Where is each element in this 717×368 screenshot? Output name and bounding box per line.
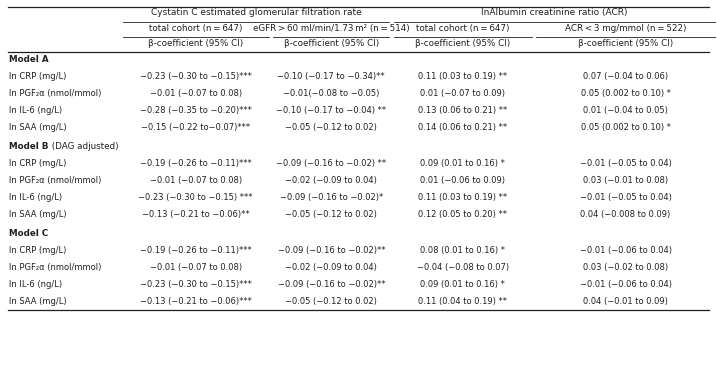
Text: ln CRP (mg/L): ln CRP (mg/L) bbox=[9, 159, 66, 168]
Text: −0.05 (−0.12 to 0.02): −0.05 (−0.12 to 0.02) bbox=[285, 210, 377, 219]
Text: ln PGF₂α (nmol/mmol): ln PGF₂α (nmol/mmol) bbox=[9, 176, 101, 185]
Text: lnAlbumin creatinine ratio (ACR): lnAlbumin creatinine ratio (ACR) bbox=[481, 8, 627, 17]
Text: −0.01 (−0.06 to 0.04): −0.01 (−0.06 to 0.04) bbox=[579, 280, 672, 289]
Text: total cohort (n = 647): total cohort (n = 647) bbox=[149, 24, 242, 33]
Text: 0.01 (−0.07 to 0.09): 0.01 (−0.07 to 0.09) bbox=[420, 89, 505, 98]
Text: −0.23 (−0.30 to −0.15)***: −0.23 (−0.30 to −0.15)*** bbox=[140, 280, 252, 289]
Text: 0.11 (0.03 to 0.19) **: 0.11 (0.03 to 0.19) ** bbox=[418, 72, 508, 81]
Text: ln PGF₂α (nmol/mmol): ln PGF₂α (nmol/mmol) bbox=[9, 263, 101, 272]
Text: −0.10 (−0.17 to −0.04) **: −0.10 (−0.17 to −0.04) ** bbox=[276, 106, 386, 115]
Text: −0.19 (−0.26 to −0.11)***: −0.19 (−0.26 to −0.11)*** bbox=[140, 246, 252, 255]
Text: β-coefficient (95% CI): β-coefficient (95% CI) bbox=[284, 39, 379, 48]
Text: β-coefficient (95% CI): β-coefficient (95% CI) bbox=[148, 39, 243, 48]
Text: 0.08 (0.01 to 0.16) *: 0.08 (0.01 to 0.16) * bbox=[420, 246, 505, 255]
Text: −0.01 (−0.07 to 0.08): −0.01 (−0.07 to 0.08) bbox=[150, 89, 242, 98]
Text: −0.10 (−0.17 to −0.34)**: −0.10 (−0.17 to −0.34)** bbox=[277, 72, 385, 81]
Text: −0.23 (−0.30 to −0.15)***: −0.23 (−0.30 to −0.15)*** bbox=[140, 72, 252, 81]
Text: ln CRP (mg/L): ln CRP (mg/L) bbox=[9, 72, 66, 81]
Text: 0.13 (0.06 to 0.21) **: 0.13 (0.06 to 0.21) ** bbox=[418, 106, 508, 115]
Text: −0.01 (−0.07 to 0.08): −0.01 (−0.07 to 0.08) bbox=[150, 263, 242, 272]
Text: eGFR > 60 ml/min/1.73 m² (n = 514): eGFR > 60 ml/min/1.73 m² (n = 514) bbox=[253, 24, 409, 33]
Text: 0.05 (0.002 to 0.10) *: 0.05 (0.002 to 0.10) * bbox=[581, 123, 670, 132]
Text: −0.01 (−0.06 to 0.04): −0.01 (−0.06 to 0.04) bbox=[579, 246, 672, 255]
Text: −0.09 (−0.16 to −0.02)*: −0.09 (−0.16 to −0.02)* bbox=[280, 193, 383, 202]
Text: −0.09 (−0.16 to −0.02)**: −0.09 (−0.16 to −0.02)** bbox=[277, 246, 385, 255]
Text: total cohort (n = 647): total cohort (n = 647) bbox=[416, 24, 510, 33]
Text: ln PGF₂α (nmol/mmol): ln PGF₂α (nmol/mmol) bbox=[9, 89, 101, 98]
Text: ACR < 3 mg/mmol (n = 522): ACR < 3 mg/mmol (n = 522) bbox=[565, 24, 686, 33]
Text: ln CRP (mg/L): ln CRP (mg/L) bbox=[9, 246, 66, 255]
Text: −0.01 (−0.05 to 0.04): −0.01 (−0.05 to 0.04) bbox=[579, 193, 672, 202]
Text: 0.11 (0.04 to 0.19) **: 0.11 (0.04 to 0.19) ** bbox=[418, 297, 508, 306]
Text: 0.03 (−0.02 to 0.08): 0.03 (−0.02 to 0.08) bbox=[583, 263, 668, 272]
Text: Model C: Model C bbox=[9, 229, 48, 238]
Text: ln SAA (mg/L): ln SAA (mg/L) bbox=[9, 123, 66, 132]
Text: 0.09 (0.01 to 0.16) *: 0.09 (0.01 to 0.16) * bbox=[420, 280, 505, 289]
Text: −0.15 (−0.22 to−0.07)***: −0.15 (−0.22 to−0.07)*** bbox=[141, 123, 250, 132]
Text: −0.19 (−0.26 to −0.11)***: −0.19 (−0.26 to −0.11)*** bbox=[140, 159, 252, 168]
Text: 0.12 (0.05 to 0.20) **: 0.12 (0.05 to 0.20) ** bbox=[418, 210, 508, 219]
Text: β-coefficient (95% CI): β-coefficient (95% CI) bbox=[415, 39, 511, 48]
Text: 0.01 (−0.06 to 0.09): 0.01 (−0.06 to 0.09) bbox=[420, 176, 505, 185]
Text: 0.05 (0.002 to 0.10) *: 0.05 (0.002 to 0.10) * bbox=[581, 89, 670, 98]
Text: ln IL-6 (ng/L): ln IL-6 (ng/L) bbox=[9, 193, 62, 202]
Text: Cystatin C estimated glomerular filtration rate: Cystatin C estimated glomerular filtrati… bbox=[151, 8, 361, 17]
Text: −0.28 (−0.35 to −0.20)***: −0.28 (−0.35 to −0.20)*** bbox=[140, 106, 252, 115]
Text: 0.09 (0.01 to 0.16) *: 0.09 (0.01 to 0.16) * bbox=[420, 159, 505, 168]
Text: −0.05 (−0.12 to 0.02): −0.05 (−0.12 to 0.02) bbox=[285, 123, 377, 132]
Text: −0.09 (−0.16 to −0.02) **: −0.09 (−0.16 to −0.02) ** bbox=[276, 159, 386, 168]
Text: −0.13 (−0.21 to −0.06)***: −0.13 (−0.21 to −0.06)*** bbox=[140, 297, 252, 306]
Text: −0.04 (−0.08 to 0.07): −0.04 (−0.08 to 0.07) bbox=[417, 263, 509, 272]
Text: −0.09 (−0.16 to −0.02)**: −0.09 (−0.16 to −0.02)** bbox=[277, 280, 385, 289]
Text: −0.13 (−0.21 to −0.06)**: −0.13 (−0.21 to −0.06)** bbox=[142, 210, 250, 219]
Text: 0.07 (−0.04 to 0.06): 0.07 (−0.04 to 0.06) bbox=[583, 72, 668, 81]
Text: −0.02 (−0.09 to 0.04): −0.02 (−0.09 to 0.04) bbox=[285, 176, 377, 185]
Text: 0.04 (−0.008 to 0.09): 0.04 (−0.008 to 0.09) bbox=[581, 210, 670, 219]
Text: 0.14 (0.06 to 0.21) **: 0.14 (0.06 to 0.21) ** bbox=[418, 123, 508, 132]
Text: 0.11 (0.03 to 0.19) **: 0.11 (0.03 to 0.19) ** bbox=[418, 193, 508, 202]
Text: Model A: Model A bbox=[9, 55, 48, 64]
Text: −0.23 (−0.30 to −0.15) ***: −0.23 (−0.30 to −0.15) *** bbox=[138, 193, 253, 202]
Text: ln IL-6 (ng/L): ln IL-6 (ng/L) bbox=[9, 280, 62, 289]
Text: 0.03 (−0.01 to 0.08): 0.03 (−0.01 to 0.08) bbox=[583, 176, 668, 185]
Text: (DAG adjusted): (DAG adjusted) bbox=[49, 142, 119, 151]
Text: −0.01(−0.08 to −0.05): −0.01(−0.08 to −0.05) bbox=[283, 89, 379, 98]
Text: ln IL-6 (ng/L): ln IL-6 (ng/L) bbox=[9, 106, 62, 115]
Text: 0.01 (−0.04 to 0.05): 0.01 (−0.04 to 0.05) bbox=[583, 106, 668, 115]
Text: −0.01 (−0.07 to 0.08): −0.01 (−0.07 to 0.08) bbox=[150, 176, 242, 185]
Text: Model B: Model B bbox=[9, 142, 48, 151]
Text: −0.02 (−0.09 to 0.04): −0.02 (−0.09 to 0.04) bbox=[285, 263, 377, 272]
Text: ln SAA (mg/L): ln SAA (mg/L) bbox=[9, 210, 66, 219]
Text: 0.04 (−0.01 to 0.09): 0.04 (−0.01 to 0.09) bbox=[583, 297, 668, 306]
Text: β-coefficient (95% CI): β-coefficient (95% CI) bbox=[578, 39, 673, 48]
Text: −0.01 (−0.05 to 0.04): −0.01 (−0.05 to 0.04) bbox=[579, 159, 672, 168]
Text: ln SAA (mg/L): ln SAA (mg/L) bbox=[9, 297, 66, 306]
Text: −0.05 (−0.12 to 0.02): −0.05 (−0.12 to 0.02) bbox=[285, 297, 377, 306]
